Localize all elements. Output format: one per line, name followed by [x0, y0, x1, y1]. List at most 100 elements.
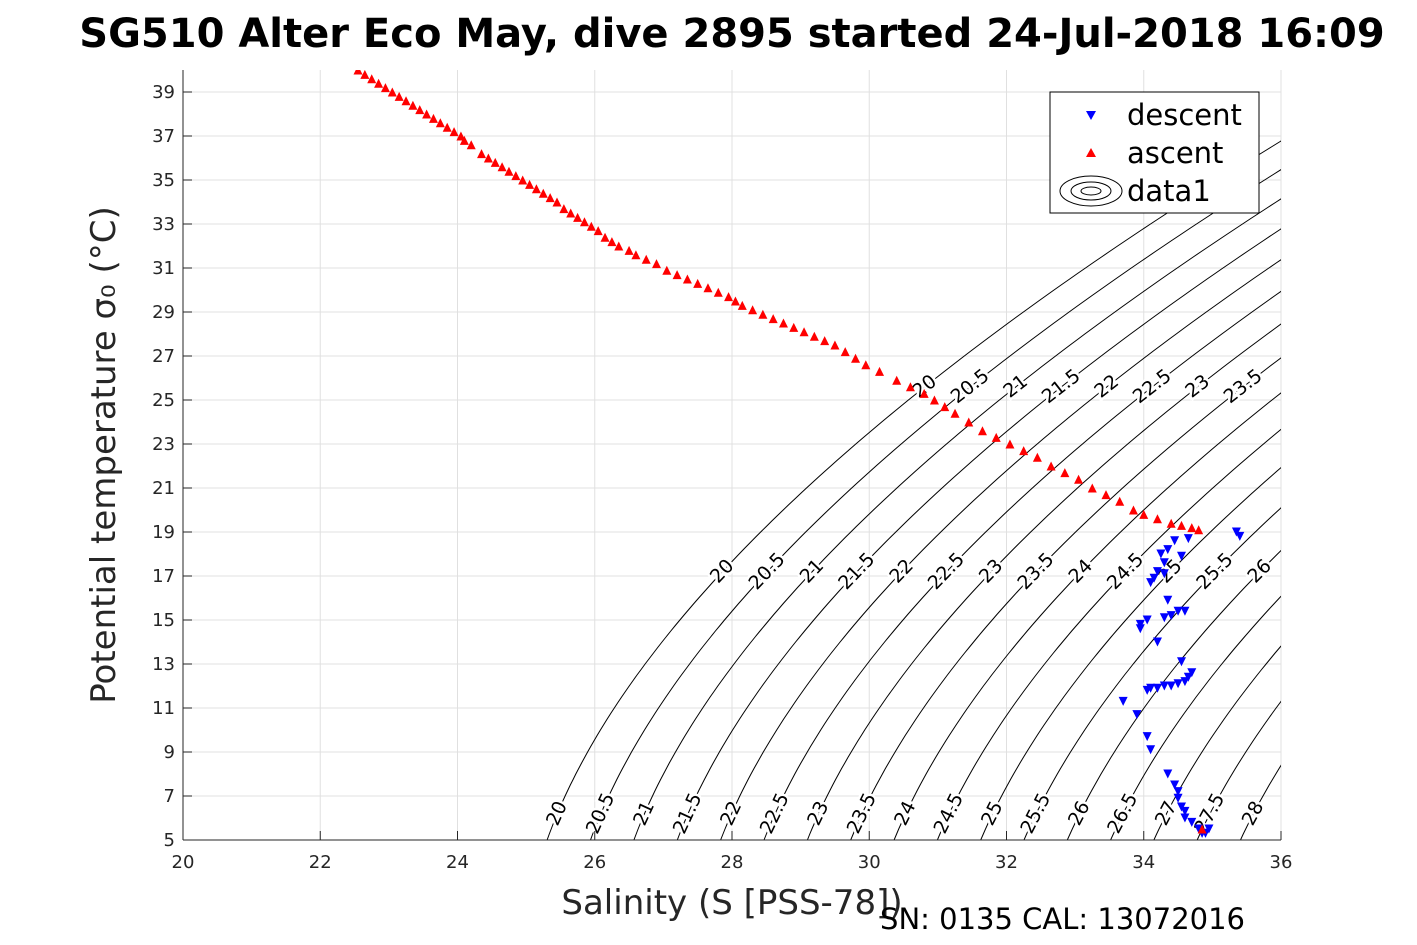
- y-tick-label: 31: [152, 258, 175, 279]
- y-tick-label: 23: [152, 434, 175, 455]
- density-contour: [633, 198, 1281, 840]
- x-tick-label: 30: [858, 852, 881, 873]
- y-tick-label: 37: [152, 126, 175, 147]
- ascent-point: [713, 287, 723, 297]
- ascent-point: [730, 296, 740, 306]
- ascent-point: [875, 366, 885, 376]
- y-tick-label: 19: [152, 522, 175, 543]
- descent-point: [1176, 657, 1186, 667]
- descent-point: [1156, 549, 1166, 559]
- descent-point: [1163, 545, 1173, 555]
- ascent-point: [394, 91, 404, 101]
- x-tick-label: 36: [1270, 852, 1293, 873]
- y-tick-label: 39: [152, 82, 175, 103]
- ascent-point: [789, 322, 799, 332]
- ascent-point: [466, 140, 476, 150]
- y-tick-label: 27: [152, 346, 175, 367]
- ascent-point: [851, 353, 861, 363]
- ascent-point: [552, 197, 562, 207]
- descent-point: [1235, 531, 1245, 541]
- ascent-point: [1128, 505, 1138, 515]
- data-markers: [353, 70, 1245, 838]
- ascent-point: [449, 127, 459, 137]
- ascent-point: [459, 135, 469, 145]
- ascent-point: [929, 395, 939, 405]
- legend-box: [1049, 91, 1260, 214]
- ascent-point: [682, 274, 692, 284]
- axes: 20 22 24 26 28 30 32 34 36 5 7 9 11 13 15 17 19 21 23 25 27 2…: [152, 70, 1292, 873]
- ascent-point: [1152, 514, 1162, 524]
- descent-point: [1180, 606, 1190, 616]
- ascent-point: [830, 340, 840, 350]
- density-contour: [1196, 700, 1281, 840]
- ascent-point: [1074, 474, 1084, 484]
- descent-point: [1152, 683, 1162, 693]
- x-tick-label: 20: [172, 852, 195, 873]
- ascent-point: [428, 113, 438, 123]
- ascent-point: [518, 175, 528, 185]
- ascent-point: [545, 193, 555, 203]
- legend-ascent-marker: [1086, 148, 1096, 157]
- ascent-point: [586, 221, 596, 231]
- ascent-point: [1187, 523, 1197, 533]
- descent-point: [1132, 710, 1142, 720]
- ascent-point: [1060, 468, 1070, 478]
- ascent-point: [820, 336, 830, 346]
- descent-point: [1118, 696, 1128, 706]
- descent-point: [1183, 534, 1193, 544]
- ascent-point: [559, 204, 569, 214]
- ascent-point: [964, 417, 974, 427]
- ascent-point: [624, 245, 634, 255]
- ascent-point: [861, 360, 871, 370]
- ascent-point: [703, 283, 713, 293]
- y-tick-label: 9: [164, 742, 175, 763]
- y-tick-label: 13: [152, 654, 175, 675]
- ascent-point: [538, 188, 548, 198]
- ascent-point: [652, 259, 662, 269]
- ascent-point: [442, 122, 452, 132]
- density-contour: [806, 323, 1281, 840]
- x-tick-label: 22: [309, 852, 332, 873]
- ascent-point: [1101, 490, 1111, 500]
- ascent-point: [477, 149, 487, 159]
- y-tick-label: 5: [164, 830, 175, 851]
- descent-point: [1180, 677, 1190, 687]
- legend: descent ascent data1: [1049, 91, 1260, 214]
- ascent-point: [408, 100, 418, 110]
- calibration-footer: SN: 0135 CAL: 13072016: [880, 902, 1245, 936]
- density-contour: [850, 357, 1281, 840]
- ascent-point: [892, 375, 902, 385]
- density-contour: [936, 428, 1281, 840]
- descent-point: [1152, 637, 1162, 647]
- ascent-point: [374, 78, 384, 88]
- ascent-point: [380, 83, 390, 93]
- ascent-point: [1019, 446, 1029, 456]
- y-tick-label: 7: [164, 786, 175, 807]
- ascent-point: [353, 70, 363, 75]
- ascent-point: [768, 314, 778, 324]
- descent-point: [1159, 569, 1169, 579]
- ascent-point: [1139, 509, 1149, 519]
- ascent-point: [641, 254, 651, 264]
- y-axis-label: Potential temperature σ₀ (°C): [84, 206, 124, 704]
- ascent-point: [579, 217, 589, 227]
- descent-point: [1170, 536, 1180, 546]
- descent-point: [1173, 606, 1183, 616]
- ascent-point: [1166, 518, 1176, 528]
- ascent-point: [693, 278, 703, 288]
- y-tick-label: 11: [152, 698, 175, 719]
- ascent-point: [607, 237, 617, 247]
- density-contour: [676, 228, 1281, 840]
- ascent-point: [991, 432, 1001, 442]
- ascent-point: [1194, 525, 1204, 535]
- descent-point: [1163, 595, 1173, 605]
- descent-point: [1180, 806, 1190, 816]
- legend-ascent-label: ascent: [1127, 136, 1223, 170]
- ascent-point: [672, 270, 682, 280]
- ascent-point: [504, 166, 514, 176]
- descent-point: [1142, 615, 1152, 625]
- y-tick-label: 29: [152, 302, 175, 323]
- legend-contour-icon: [1059, 175, 1123, 207]
- legend-data1-label: data1: [1127, 174, 1211, 208]
- chart-title: SG510 Alter Eco May, dive 2895 started 2…: [79, 11, 1384, 57]
